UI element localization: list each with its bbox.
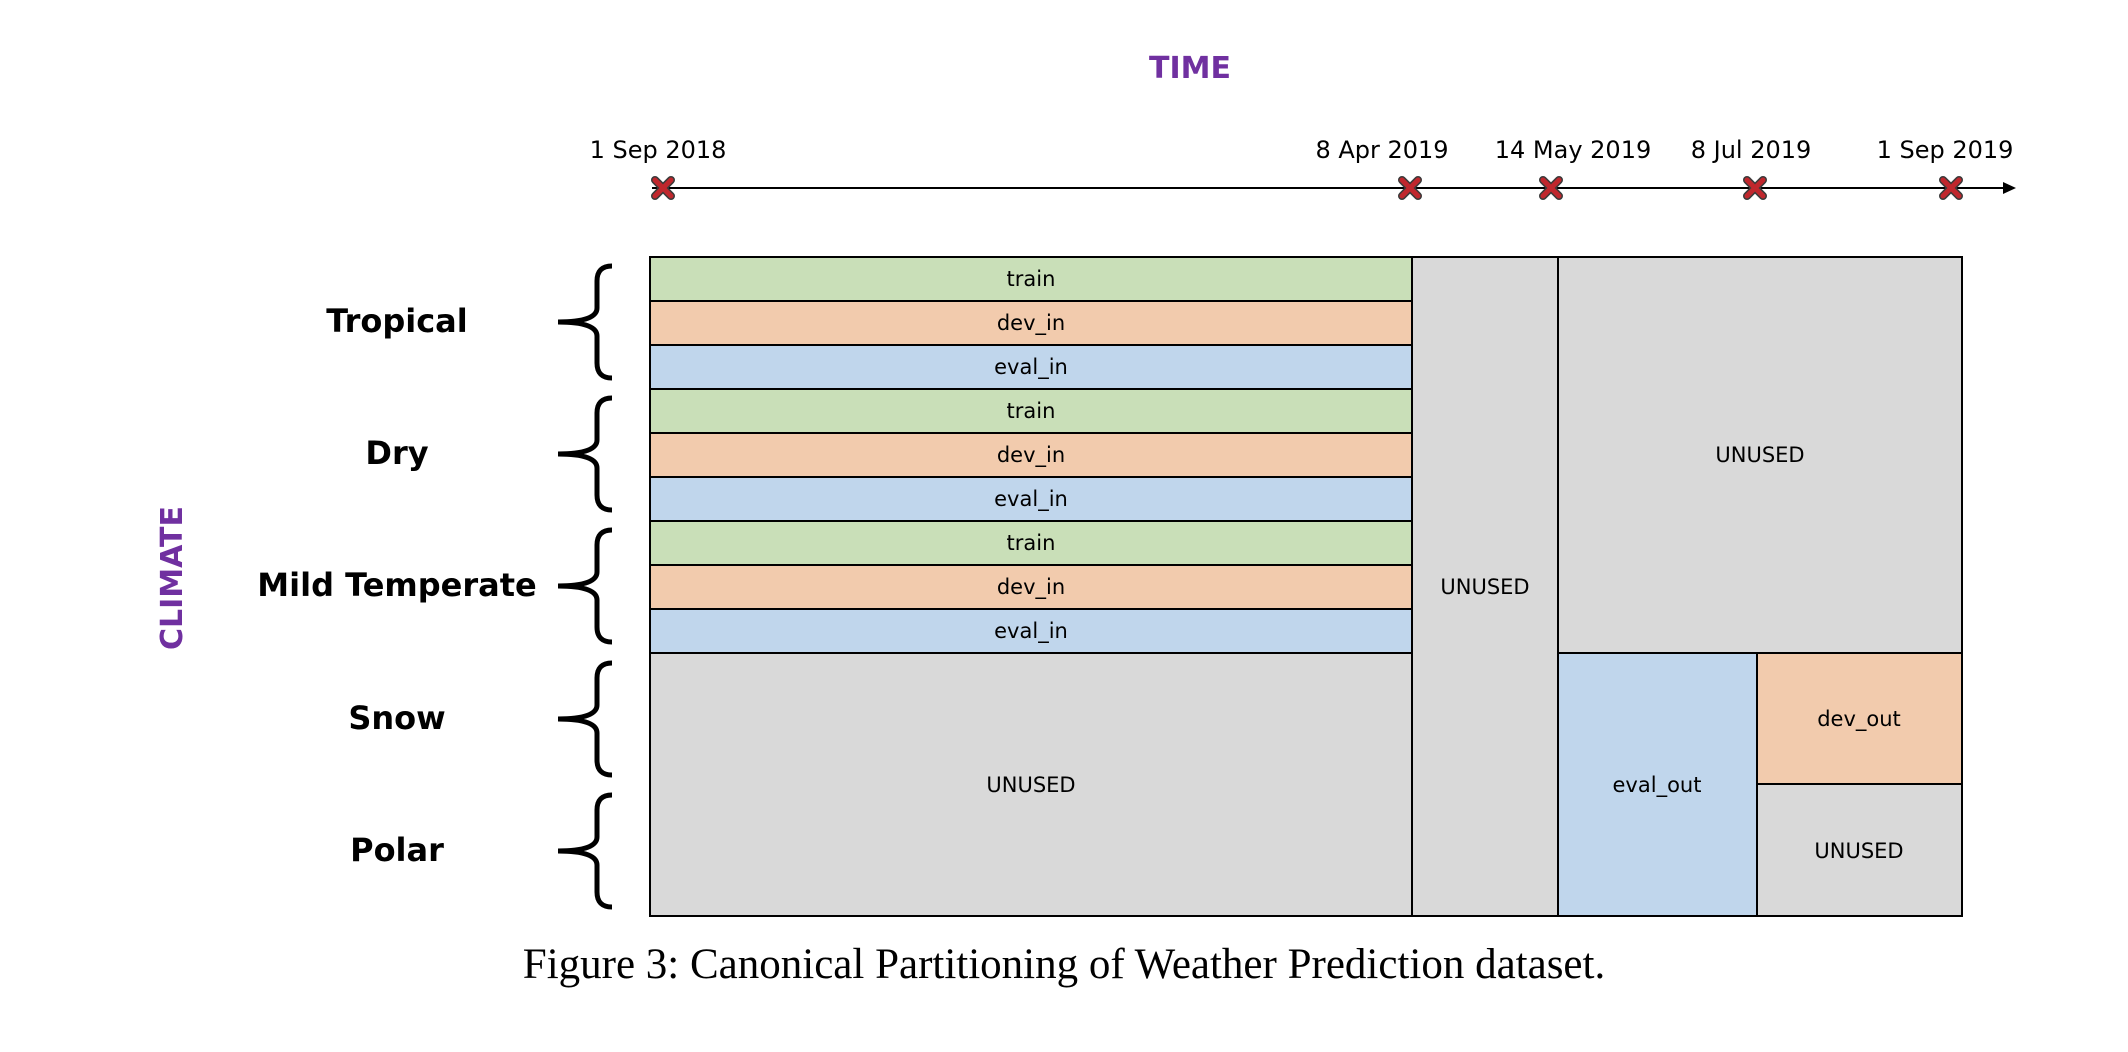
climate-label-snow: Snow <box>348 699 445 737</box>
climate-label-tropical: Tropical <box>326 302 467 340</box>
label-middle-unused: UNUSED <box>1440 575 1529 599</box>
climate-label-dry: Dry <box>365 434 428 472</box>
label-mild-eval-in: eval_in <box>994 619 1068 644</box>
cell-mild-dev-in <box>649 564 1413 610</box>
time-axis-title: TIME <box>1149 51 1231 86</box>
cell-eval-out <box>1557 652 1758 917</box>
climate-axis-title: CLIMATE <box>155 506 190 650</box>
brace-dry <box>557 395 613 513</box>
timeline-marker-5 <box>1939 176 1963 200</box>
brace-tropical <box>557 263 613 381</box>
label-mild-dev-in: dev_in <box>997 575 1065 600</box>
label-eval-out: eval_out <box>1613 773 1702 798</box>
timeline-date-5: 1 Sep 2019 <box>1877 136 2014 164</box>
climate-groups: Tropical Dry Mild Temperate Snow Polar <box>257 263 613 910</box>
cell-right-top-unused <box>1557 256 1963 654</box>
cell-tropical-eval-in <box>649 344 1413 390</box>
brace-mild-temperate <box>557 527 613 645</box>
label-tropical-eval-in: eval_in <box>994 355 1068 380</box>
label-snow-polar-unused: UNUSED <box>986 773 1075 797</box>
cell-dry-train <box>649 388 1413 434</box>
label-tropical-dev-in: dev_in <box>997 311 1065 336</box>
cell-dev-out <box>1756 652 1963 785</box>
marker-stroke <box>1540 177 1562 199</box>
brace-polar <box>557 792 613 910</box>
climate-label-polar: Polar <box>350 831 444 869</box>
timeline-date-4: 8 Jul 2019 <box>1691 136 1812 164</box>
label-dev-out: dev_out <box>1817 707 1901 732</box>
label-dry-eval-in: eval_in <box>994 487 1068 512</box>
timeline-marker-2 <box>1398 176 1422 200</box>
marker-stroke <box>1940 177 1962 199</box>
marker-stroke <box>1744 177 1766 199</box>
climate-label-mild-temperate: Mild Temperate <box>257 566 536 604</box>
timeline: 1 Sep 2018 8 Apr 2019 14 May 2019 8 Jul … <box>590 136 2016 200</box>
label-tropical-train: train <box>1007 267 1056 291</box>
label-right-top-unused: UNUSED <box>1715 443 1804 467</box>
cell-labels: train dev_in eval_in train dev_in eval_i… <box>986 267 1903 863</box>
figure-caption: Figure 3: Canonical Partitioning of Weat… <box>522 941 1606 988</box>
timeline-marker-1 <box>651 176 675 200</box>
timeline-marker-4 <box>1743 176 1767 200</box>
timeline-marker-3 <box>1539 176 1563 200</box>
marker-stroke <box>652 177 674 199</box>
label-dry-train: train <box>1007 399 1056 423</box>
brace-snow <box>557 660 613 778</box>
timeline-date-3: 14 May 2019 <box>1495 136 1652 164</box>
cell-dry-dev-in <box>649 432 1413 478</box>
timeline-date-2: 8 Apr 2019 <box>1315 136 1448 164</box>
cell-middle-unused <box>1411 256 1559 917</box>
cell-right-bottom-unused <box>1756 783 1963 917</box>
timeline-arrowhead <box>2003 182 2016 194</box>
marker-stroke <box>1399 177 1421 199</box>
cell-snow-polar-unused <box>649 652 1413 917</box>
label-dry-dev-in: dev_in <box>997 443 1065 468</box>
label-right-bottom-unused: UNUSED <box>1814 839 1903 863</box>
timeline-date-1: 1 Sep 2018 <box>590 136 727 164</box>
label-mild-train: train <box>1007 531 1056 555</box>
partition-grid <box>649 256 1963 917</box>
